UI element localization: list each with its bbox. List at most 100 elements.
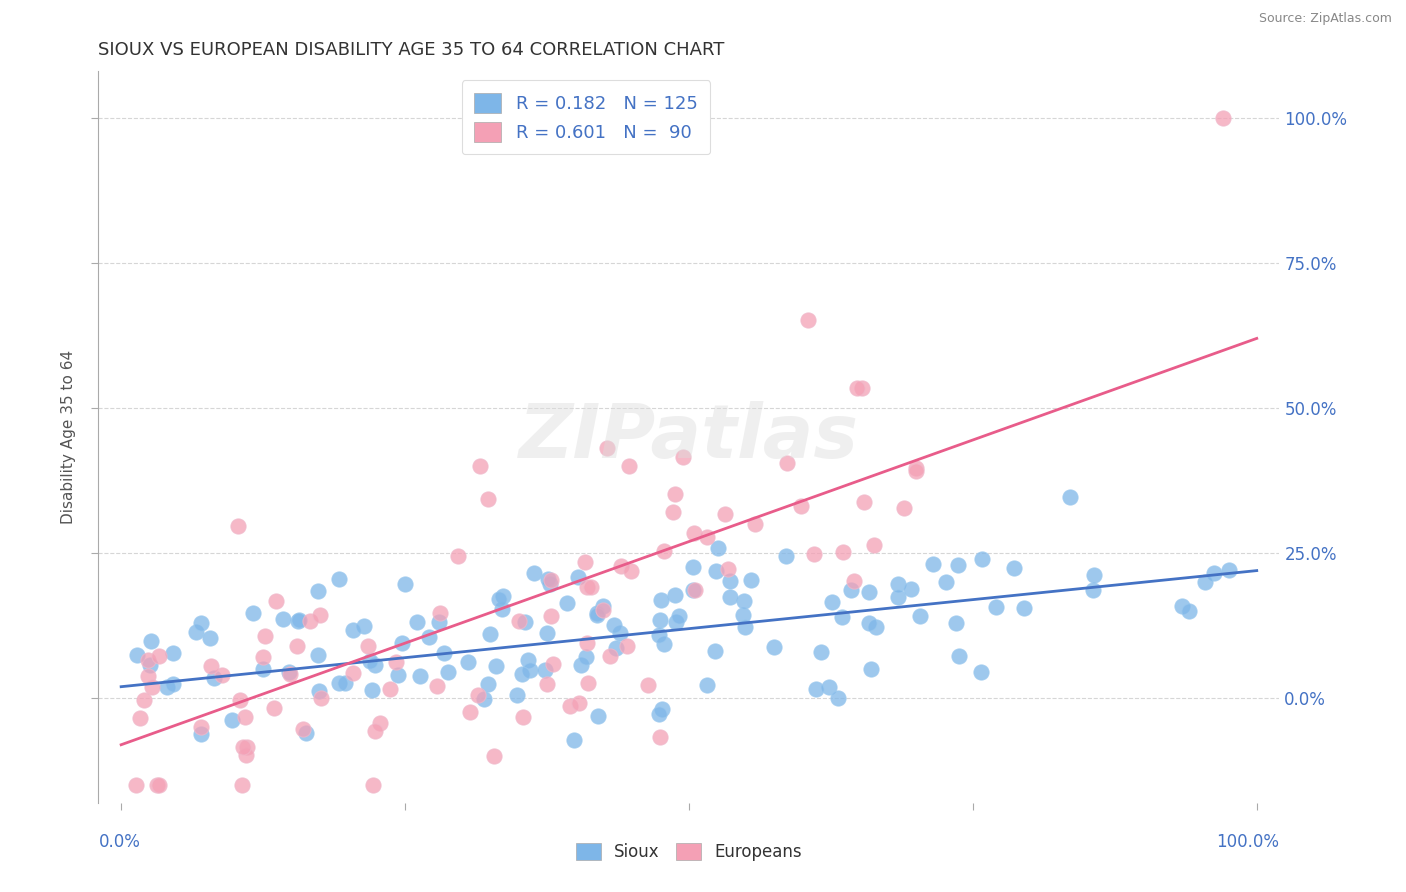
Point — [1178, 604, 1201, 618]
Point — [479, 627, 502, 641]
Point — [458, 706, 481, 720]
Point — [540, 609, 562, 624]
Point — [468, 459, 491, 474]
Point — [605, 641, 627, 656]
Point — [610, 558, 633, 573]
Point — [409, 669, 432, 683]
Point — [703, 644, 725, 658]
Point — [138, 668, 160, 682]
Text: SIOUX VS EUROPEAN DISABILITY AGE 35 TO 64 CORRELATION CHART: SIOUX VS EUROPEAN DISABILITY AGE 35 TO 6… — [98, 41, 725, 59]
Point — [433, 646, 456, 660]
Point — [574, 649, 596, 664]
Point — [427, 615, 450, 630]
Point — [696, 678, 718, 692]
Point — [221, 713, 243, 727]
Point — [970, 665, 993, 679]
Point — [229, 693, 252, 707]
Point — [844, 574, 866, 588]
Point — [797, 313, 820, 327]
Point — [162, 676, 184, 690]
Point — [652, 544, 675, 558]
Point — [523, 566, 546, 580]
Point — [406, 615, 429, 629]
Point — [299, 614, 322, 628]
Point — [804, 682, 827, 697]
Point — [586, 708, 609, 723]
Point — [515, 615, 537, 629]
Point — [342, 666, 364, 681]
Point — [307, 648, 329, 663]
Point — [560, 699, 582, 714]
Point — [311, 690, 333, 705]
Point — [278, 666, 301, 681]
Point — [776, 456, 799, 470]
Point — [391, 636, 413, 650]
Point — [586, 608, 609, 623]
Point — [887, 590, 910, 604]
Point — [308, 684, 330, 698]
Point — [1204, 566, 1226, 580]
Point — [342, 624, 364, 638]
Point — [233, 709, 256, 723]
Point — [232, 739, 254, 754]
Point — [264, 594, 287, 608]
Point — [984, 599, 1007, 614]
Point — [190, 720, 212, 734]
Point — [682, 559, 704, 574]
Point — [385, 656, 408, 670]
Point — [592, 603, 614, 617]
Point — [378, 682, 401, 697]
Point — [141, 633, 163, 648]
Point — [908, 609, 931, 624]
Point — [845, 381, 868, 395]
Point — [136, 653, 159, 667]
Point — [200, 631, 222, 645]
Point — [717, 561, 740, 575]
Point — [714, 508, 737, 522]
Point — [285, 639, 308, 653]
Point — [211, 667, 233, 681]
Point — [394, 577, 416, 591]
Point — [803, 547, 825, 561]
Point — [1218, 563, 1240, 577]
Point — [946, 558, 969, 573]
Point — [682, 526, 704, 541]
Point — [740, 574, 762, 588]
Point — [616, 639, 638, 653]
Point — [665, 615, 688, 629]
Point — [156, 681, 179, 695]
Point — [517, 652, 540, 666]
Point — [620, 565, 643, 579]
Point — [271, 611, 294, 625]
Point — [287, 615, 309, 629]
Text: 0.0%: 0.0% — [98, 833, 141, 851]
Point — [477, 676, 499, 690]
Point — [288, 613, 311, 627]
Point — [696, 530, 718, 544]
Point — [508, 614, 530, 628]
Point — [744, 517, 766, 532]
Point — [200, 658, 222, 673]
Point — [488, 592, 510, 607]
Point — [242, 606, 264, 620]
Point — [492, 589, 515, 603]
Point — [364, 723, 387, 738]
Point — [536, 677, 558, 691]
Point — [333, 676, 356, 690]
Point — [935, 575, 957, 590]
Point — [235, 747, 257, 762]
Point — [363, 778, 385, 792]
Point — [356, 639, 378, 653]
Point — [707, 541, 730, 555]
Point — [970, 552, 993, 566]
Point — [1212, 111, 1234, 125]
Point — [664, 588, 686, 602]
Point — [277, 665, 299, 679]
Point — [162, 646, 184, 660]
Point — [148, 648, 170, 663]
Text: 100.0%: 100.0% — [1216, 833, 1279, 851]
Point — [568, 696, 591, 710]
Point — [252, 650, 274, 665]
Point — [519, 664, 541, 678]
Point — [426, 679, 449, 693]
